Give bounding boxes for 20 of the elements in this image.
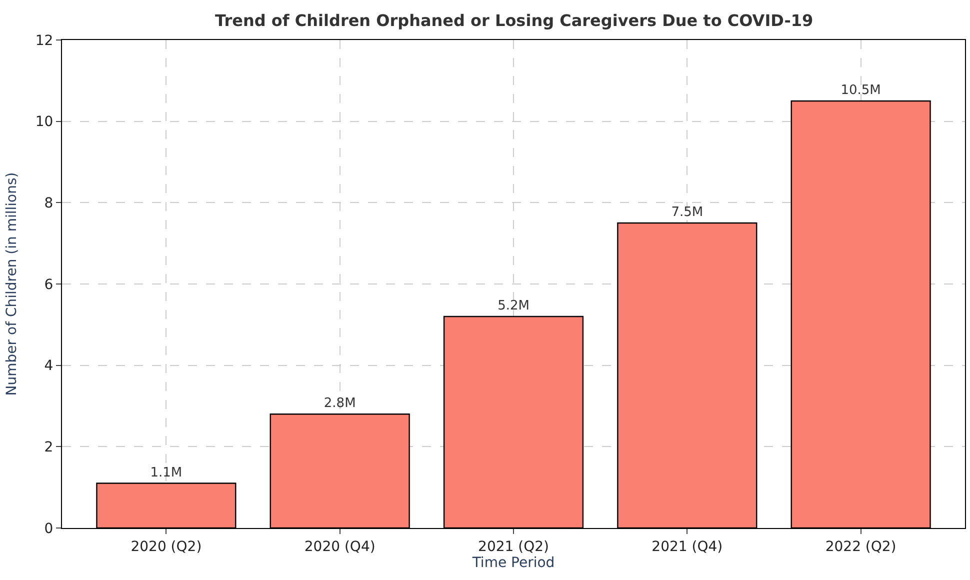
x-tick-label: 2020 (Q2) xyxy=(130,538,202,555)
x-axis-title: Time Period xyxy=(471,554,555,571)
y-tick-label: 10 xyxy=(35,114,54,130)
chart-title: Trend of Children Orphaned or Losing Caregivers Due to COVID-19 xyxy=(215,10,814,30)
data-label: 5.2M xyxy=(498,298,530,314)
x-tick-label: 2020 (Q4) xyxy=(304,538,376,555)
data-label: 1.1M xyxy=(150,465,182,480)
y-tick-label: 4 xyxy=(44,358,54,374)
data-label: 2.8M xyxy=(324,396,356,412)
data-label: 10.5M xyxy=(840,83,881,98)
y-tick-label: 6 xyxy=(44,276,54,293)
x-tick-label: 2021 (Q2) xyxy=(478,538,549,555)
y-tick-label: 12 xyxy=(35,32,54,49)
y-tick-label: 8 xyxy=(44,196,54,212)
y-tick-label: 0 xyxy=(44,520,54,537)
y-tick-label: 2 xyxy=(44,440,54,456)
data-label: 7.5M xyxy=(671,205,704,220)
x-tick-label: 2021 (Q4) xyxy=(652,538,723,555)
x-tick-label: 2022 (Q2) xyxy=(825,538,896,555)
y-axis-title: Number of Children (in millions) xyxy=(4,172,20,396)
